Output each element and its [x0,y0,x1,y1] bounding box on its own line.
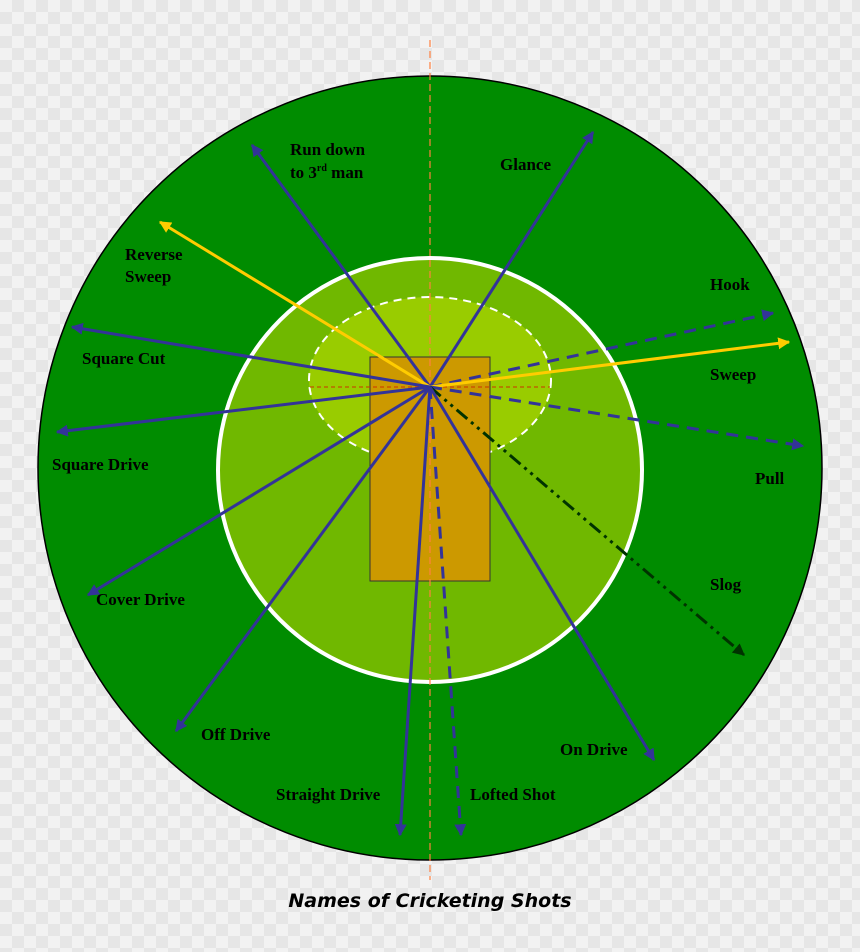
square-drive-arrow [55,385,431,437]
on-drive-arrow [428,386,656,762]
label-run-down-sup: rd [317,163,327,174]
square-cut-arrow [70,322,431,389]
label-glance: Glance [500,155,551,174]
off-drive-arrow [174,386,432,732]
diagram-caption: Names of Cricketing Shots [288,890,571,912]
label-hook: Hook [710,275,750,294]
label-on-drive: On Drive [560,740,628,759]
sweep-arrow [429,337,791,389]
shot-arrows [55,130,805,837]
label-reverse-sweep-1: Reverse [125,245,183,264]
label-sweep: Sweep [710,365,756,384]
cover-drive-arrow [86,385,431,597]
label-off-drive: Off Drive [201,725,271,744]
label-square-drive: Square Drive [52,455,149,474]
label-lofted-shot: Lofted Shot [470,785,556,804]
lofted-shot-arrow [428,386,467,837]
label-square-cut: Square Cut [82,349,166,368]
label-run-down-to: to 3 [290,163,317,182]
label-slog: Slog [710,575,742,594]
run-down-arrow [250,144,432,388]
label-run-down-to-man: to 3rd man [290,163,364,182]
label-run-down: Run down [290,140,366,159]
label-cover-drive: Cover Drive [96,590,185,609]
pull-arrow [429,385,805,451]
slog-arrow [429,385,745,657]
label-pull: Pull [755,469,785,488]
glance-arrow [428,130,595,388]
label-reverse-sweep-2: Sweep [125,267,171,286]
straight-drive-arrow [394,386,432,837]
reverse-sweep-arrow [158,220,431,389]
label-straight-drive: Straight Drive [276,785,381,804]
label-run-down-man: man [327,163,364,182]
